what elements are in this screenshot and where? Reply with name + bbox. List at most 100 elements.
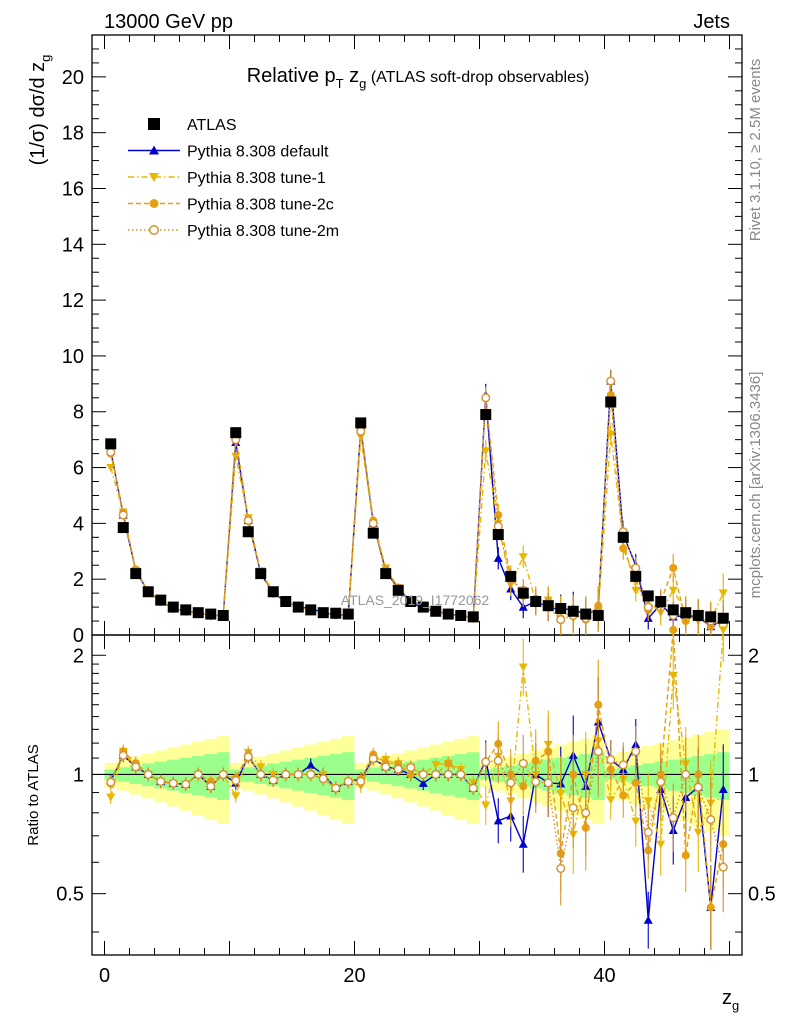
data-point bbox=[655, 596, 667, 608]
data-point bbox=[493, 816, 503, 825]
data-point bbox=[506, 778, 516, 788]
data-point bbox=[468, 783, 478, 793]
data-point bbox=[149, 225, 159, 235]
data-point bbox=[148, 118, 160, 130]
data-point bbox=[293, 769, 303, 779]
y-tick-label: 2 bbox=[73, 569, 84, 591]
legend-label: Pythia 8.308 tune-1 bbox=[187, 170, 326, 187]
data-point bbox=[619, 791, 628, 800]
data-point bbox=[505, 570, 517, 582]
ratio-tick-label: 2 bbox=[73, 645, 84, 667]
data-point bbox=[331, 783, 341, 793]
x-axis-label: zg bbox=[722, 987, 739, 1013]
data-point bbox=[481, 801, 491, 810]
data-point bbox=[193, 769, 203, 779]
data-point bbox=[619, 544, 628, 553]
watermark: ATLAS_2019_I1772062 bbox=[341, 592, 490, 608]
legend: ATLAS Pythia 8.308 default Pythia 8.308 tu… bbox=[128, 117, 339, 240]
data-point bbox=[156, 776, 166, 787]
data-point bbox=[418, 778, 428, 787]
data-point bbox=[430, 605, 442, 617]
data-point bbox=[643, 602, 653, 612]
data-point bbox=[518, 663, 528, 672]
data-point bbox=[243, 752, 253, 762]
ratio-tick-label: 1 bbox=[73, 764, 84, 786]
data-point bbox=[167, 601, 179, 613]
y-tick-label: 16 bbox=[62, 178, 84, 200]
data-point bbox=[542, 600, 554, 612]
y-tick-label: 8 bbox=[73, 402, 84, 424]
legend-entry: Pythia 8.308 tune-2m bbox=[128, 223, 339, 240]
legend-entry: ATLAS bbox=[148, 117, 237, 134]
data-point bbox=[617, 531, 629, 543]
data-point bbox=[106, 447, 116, 457]
data-point bbox=[530, 596, 542, 608]
data-point bbox=[705, 611, 717, 623]
data-point bbox=[381, 762, 391, 772]
series-line bbox=[110, 380, 724, 628]
data-point bbox=[518, 553, 528, 562]
ratio-tick-label: 2 bbox=[748, 645, 759, 667]
x-tick-label: 40 bbox=[593, 965, 615, 987]
legend-entry: Pythia 8.308 tune-1 bbox=[128, 170, 326, 187]
y-tick-label: 4 bbox=[73, 513, 84, 535]
data-point bbox=[493, 553, 503, 562]
x-tick-label: 20 bbox=[343, 965, 365, 987]
ratio-tick-label: 0.5 bbox=[748, 884, 776, 906]
legend-entry: Pythia 8.308 default bbox=[128, 144, 329, 161]
data-point bbox=[668, 813, 678, 823]
data-point bbox=[718, 784, 728, 794]
x-tick-label: 0 bbox=[99, 965, 110, 987]
data-point bbox=[155, 594, 167, 606]
data-point bbox=[306, 760, 316, 769]
data-point bbox=[143, 769, 153, 779]
header-right: Jets bbox=[693, 11, 730, 33]
chart-title: Relative pT zg (ATLAS soft-drop observab… bbox=[247, 65, 590, 91]
data-point bbox=[555, 602, 567, 614]
legend-label: Pythia 8.308 tune-2c bbox=[187, 197, 334, 214]
data-point bbox=[118, 510, 128, 520]
data-point bbox=[718, 862, 728, 872]
data-point bbox=[149, 145, 159, 155]
data-point bbox=[643, 827, 653, 837]
data-point bbox=[118, 750, 128, 760]
data-point bbox=[317, 607, 329, 619]
data-point bbox=[356, 426, 366, 436]
data-point bbox=[681, 769, 691, 779]
data-point bbox=[517, 587, 529, 599]
data-point bbox=[217, 609, 229, 621]
data-point bbox=[149, 199, 159, 208]
data-point bbox=[556, 863, 566, 873]
ratio-panel-series bbox=[106, 625, 728, 950]
data-point bbox=[431, 769, 441, 779]
data-point bbox=[417, 601, 429, 613]
data-point bbox=[630, 570, 642, 582]
data-point bbox=[493, 521, 503, 531]
data-point bbox=[605, 396, 617, 408]
data-point bbox=[567, 605, 579, 617]
data-point bbox=[268, 775, 278, 785]
data-point bbox=[642, 590, 654, 602]
data-point bbox=[656, 777, 666, 787]
data-point bbox=[393, 764, 403, 774]
data-point bbox=[556, 615, 566, 625]
data-point bbox=[543, 778, 553, 788]
data-point bbox=[231, 792, 241, 801]
data-point bbox=[418, 769, 428, 779]
data-point bbox=[330, 607, 342, 619]
data-point bbox=[406, 762, 416, 772]
data-point bbox=[593, 746, 603, 757]
data-point bbox=[306, 769, 316, 779]
data-point bbox=[643, 915, 653, 924]
data-point bbox=[318, 774, 328, 784]
data-point bbox=[717, 612, 729, 624]
data-point bbox=[668, 586, 678, 595]
ratio-tick-label: 0.5 bbox=[56, 884, 84, 906]
data-point bbox=[356, 776, 366, 786]
data-point bbox=[256, 763, 266, 772]
data-point bbox=[631, 586, 641, 595]
data-point bbox=[106, 793, 116, 802]
y-tick-label: 12 bbox=[62, 290, 84, 312]
